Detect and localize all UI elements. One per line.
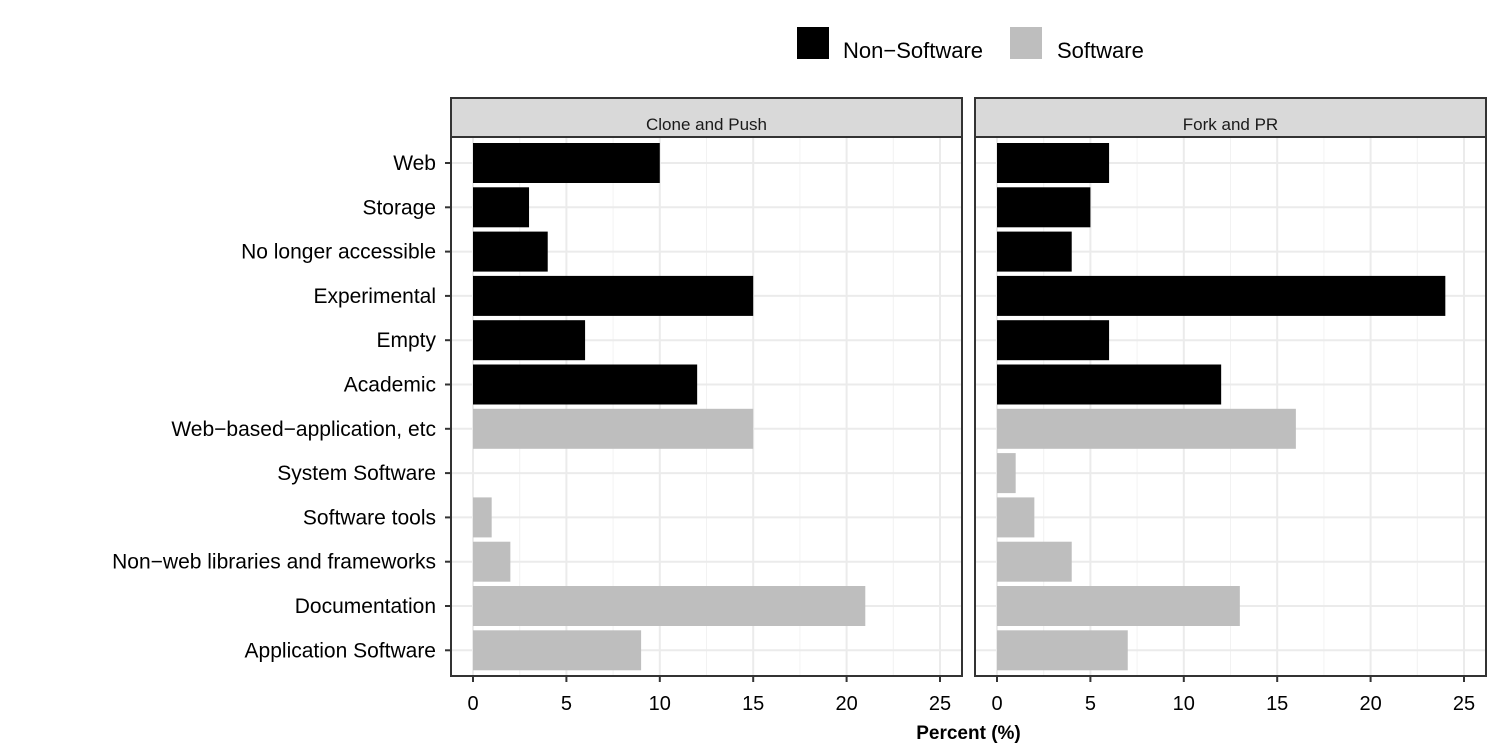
y-tick-label: Storage bbox=[362, 196, 436, 219]
bar-clone-and-push-11 bbox=[473, 630, 642, 671]
y-tick-label: Software tools bbox=[303, 506, 436, 529]
y-tick-label: No longer accessible bbox=[241, 241, 436, 264]
bar-clone-and-push-4 bbox=[473, 320, 586, 361]
bar-fork-and-pr-9 bbox=[997, 541, 1072, 582]
y-tick-label: Web−based−application, etc bbox=[171, 418, 436, 441]
facet-strip-fork-and-pr bbox=[974, 97, 1487, 138]
x-tick-label: 15 bbox=[1266, 693, 1288, 715]
x-tick-label: 10 bbox=[1173, 693, 1195, 715]
bar-clone-and-push-9 bbox=[473, 541, 511, 582]
legend-label-non-software: Non−Software bbox=[843, 38, 983, 63]
bar-clone-and-push-10 bbox=[473, 586, 866, 626]
facet-label-fork-and-pr: Fork and PR bbox=[1183, 115, 1278, 134]
x-tick-label: 25 bbox=[1453, 693, 1475, 715]
bar-clone-and-push-1 bbox=[473, 187, 530, 228]
bar-fork-and-pr-11 bbox=[997, 630, 1128, 671]
legend-swatch-software bbox=[1010, 27, 1042, 59]
panel-border-fork-and-pr bbox=[974, 136, 1487, 677]
facet-label-clone-and-push: Clone and Push bbox=[646, 115, 767, 134]
bar-fork-and-pr-0 bbox=[997, 143, 1110, 183]
y-tick-label: Experimental bbox=[313, 285, 436, 308]
bar-fork-and-pr-2 bbox=[997, 231, 1072, 272]
bar-clone-and-push-5 bbox=[473, 364, 698, 405]
bar-clone-and-push-0 bbox=[473, 143, 660, 183]
x-tick-label: 20 bbox=[1359, 693, 1381, 715]
bar-fork-and-pr-7 bbox=[997, 453, 1016, 494]
x-axis-title: Percent (%) bbox=[916, 723, 1021, 744]
x-tick-label: 0 bbox=[991, 693, 1002, 715]
y-tick-label: Non−web libraries and frameworks bbox=[112, 551, 436, 574]
bar-fork-and-pr-10 bbox=[997, 586, 1240, 626]
bar-clone-and-push-6 bbox=[473, 408, 754, 449]
bar-clone-and-push-3 bbox=[473, 275, 754, 316]
x-tick-label: 25 bbox=[929, 693, 951, 715]
x-tick-label: 5 bbox=[561, 693, 572, 715]
bar-fork-and-pr-6 bbox=[997, 408, 1296, 449]
bar-fork-and-pr-4 bbox=[997, 320, 1110, 361]
legend-swatch-non-software bbox=[797, 27, 829, 59]
bar-clone-and-push-8 bbox=[473, 497, 492, 538]
x-tick-label: 10 bbox=[649, 693, 671, 715]
x-tick-label: 5 bbox=[1085, 693, 1096, 715]
panel-border-clone-and-push bbox=[450, 136, 963, 677]
y-tick-label: Web bbox=[393, 152, 436, 175]
y-tick-label: Application Software bbox=[245, 639, 436, 662]
x-tick-label: 0 bbox=[467, 693, 478, 715]
x-tick-label: 15 bbox=[742, 693, 764, 715]
y-tick-label: System Software bbox=[277, 462, 436, 485]
bar-fork-and-pr-8 bbox=[997, 497, 1035, 538]
y-tick-label: Academic bbox=[344, 374, 436, 397]
bar-fork-and-pr-1 bbox=[997, 187, 1091, 228]
y-tick-label: Empty bbox=[376, 329, 436, 352]
y-tick-label: Documentation bbox=[295, 595, 436, 618]
x-tick-label: 20 bbox=[835, 693, 857, 715]
bar-fork-and-pr-3 bbox=[997, 275, 1446, 316]
facet-strip-clone-and-push bbox=[450, 97, 963, 138]
bar-fork-and-pr-5 bbox=[997, 364, 1222, 405]
bar-clone-and-push-2 bbox=[473, 231, 548, 272]
legend-label-software: Software bbox=[1057, 38, 1144, 63]
